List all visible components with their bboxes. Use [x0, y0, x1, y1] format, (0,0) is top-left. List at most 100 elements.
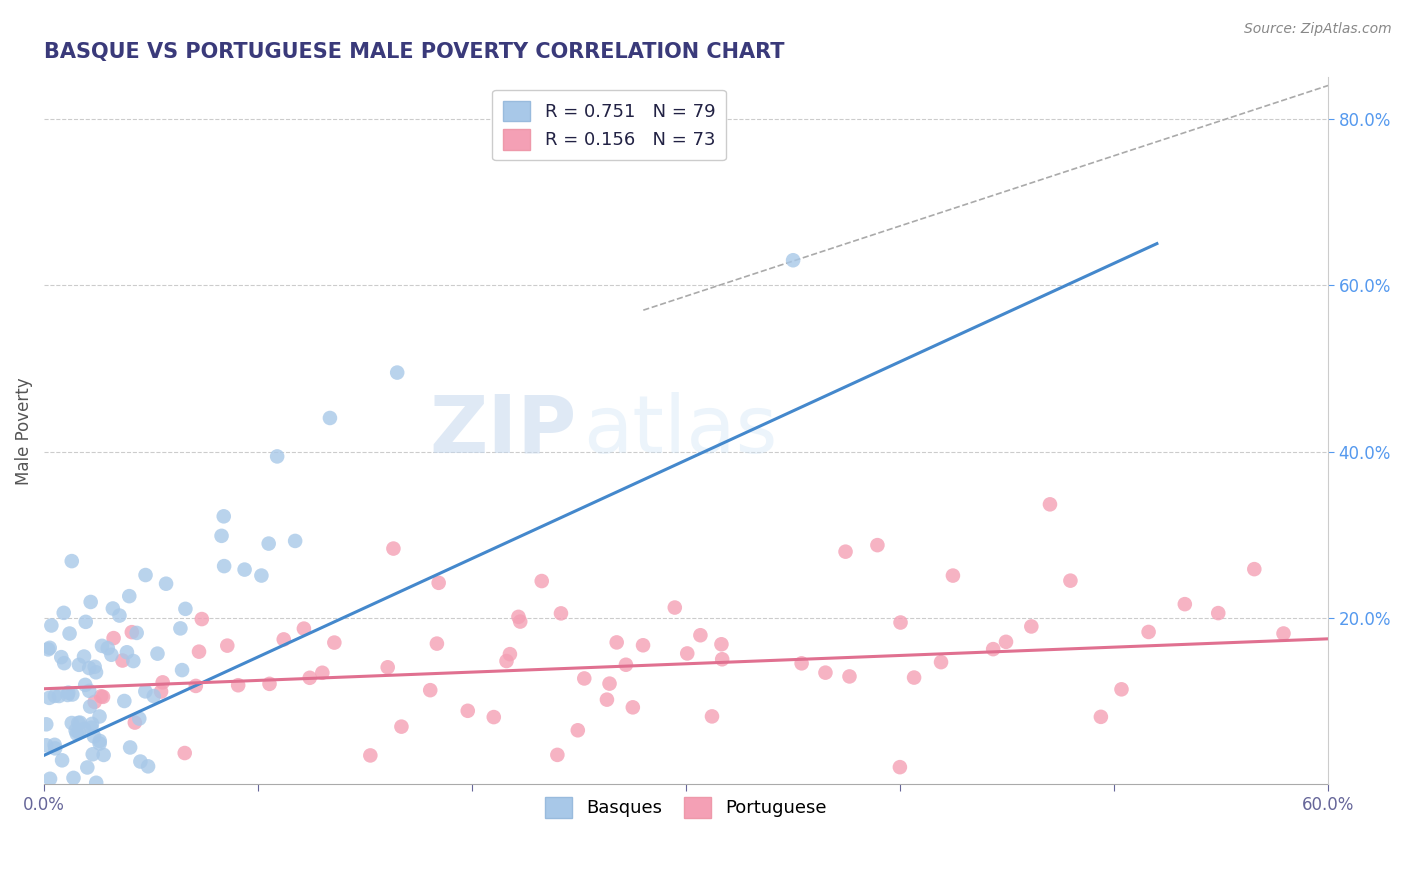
Point: [226, 678, 249, 692]
Point: [173, 746, 195, 760]
Point: [35, 739, 58, 753]
Point: [212, 509, 235, 524]
Point: [1039, 497, 1062, 511]
Point: [77, 684, 100, 698]
Point: [942, 568, 965, 582]
Point: [142, 689, 165, 703]
Point: [259, 677, 281, 691]
Point: [41, 618, 63, 632]
Y-axis label: Male Poverty: Male Poverty: [15, 377, 32, 484]
Point: [1021, 619, 1043, 633]
Point: [155, 576, 177, 591]
Point: [91, 639, 114, 653]
Point: [146, 647, 169, 661]
Point: [211, 529, 233, 543]
Point: [391, 720, 413, 734]
Point: [188, 645, 211, 659]
Point: [319, 411, 342, 425]
Point: [79, 595, 101, 609]
Point: [67, 716, 90, 731]
Point: [427, 575, 450, 590]
Point: [44, 741, 66, 756]
Point: [51, 650, 73, 665]
Point: [606, 635, 628, 649]
Point: [135, 568, 157, 582]
Point: [90, 690, 112, 704]
Point: [382, 541, 405, 556]
Point: [257, 536, 280, 550]
Point: [664, 600, 686, 615]
Point: [80, 717, 103, 731]
Point: [174, 602, 197, 616]
Point: [89, 737, 111, 751]
Legend: Basques, Portuguese: Basques, Portuguese: [537, 789, 834, 825]
Point: [73, 722, 96, 736]
Point: [89, 709, 111, 723]
Point: [48, 689, 70, 703]
Point: [184, 679, 207, 693]
Point: [614, 657, 637, 672]
Point: [212, 559, 235, 574]
Point: [981, 642, 1004, 657]
Point: [53, 656, 76, 670]
Point: [250, 568, 273, 582]
Point: [170, 663, 193, 677]
Point: [387, 366, 409, 380]
Point: [889, 615, 911, 630]
Point: [298, 671, 321, 685]
Point: [546, 747, 568, 762]
Point: [44, 738, 66, 752]
Point: [56, 688, 79, 702]
Point: [419, 683, 441, 698]
Point: [120, 740, 142, 755]
Point: [152, 675, 174, 690]
Point: [621, 700, 644, 714]
Point: [112, 694, 135, 708]
Point: [111, 653, 134, 667]
Point: [359, 748, 381, 763]
Point: [273, 632, 295, 647]
Point: [574, 672, 596, 686]
Point: [457, 704, 479, 718]
Point: [266, 450, 288, 464]
Text: ZIP: ZIP: [430, 392, 576, 470]
Point: [136, 759, 159, 773]
Point: [38, 640, 60, 655]
Point: [782, 253, 804, 268]
Point: [83, 660, 105, 674]
Point: [1206, 606, 1229, 620]
Point: [73, 649, 96, 664]
Point: [134, 684, 156, 698]
Point: [125, 626, 148, 640]
Point: [124, 715, 146, 730]
Point: [84, 776, 107, 790]
Point: [676, 647, 699, 661]
Point: [169, 621, 191, 635]
Point: [62, 771, 84, 785]
Point: [889, 760, 911, 774]
Point: [426, 637, 449, 651]
Point: [97, 641, 120, 656]
Point: [596, 692, 619, 706]
Point: [1243, 562, 1265, 576]
Point: [1174, 597, 1197, 611]
Point: [80, 721, 103, 735]
Point: [83, 730, 105, 744]
Point: [323, 635, 346, 649]
Text: Source: ZipAtlas.com: Source: ZipAtlas.com: [1244, 22, 1392, 37]
Point: [65, 723, 87, 738]
Point: [710, 637, 733, 651]
Point: [550, 607, 572, 621]
Point: [1090, 710, 1112, 724]
Point: [903, 671, 925, 685]
Point: [44, 689, 66, 703]
Point: [89, 734, 111, 748]
Point: [631, 638, 654, 652]
Point: [129, 755, 152, 769]
Point: [217, 639, 239, 653]
Point: [79, 699, 101, 714]
Point: [118, 589, 141, 603]
Point: [52, 606, 75, 620]
Point: [115, 645, 138, 659]
Point: [929, 655, 952, 669]
